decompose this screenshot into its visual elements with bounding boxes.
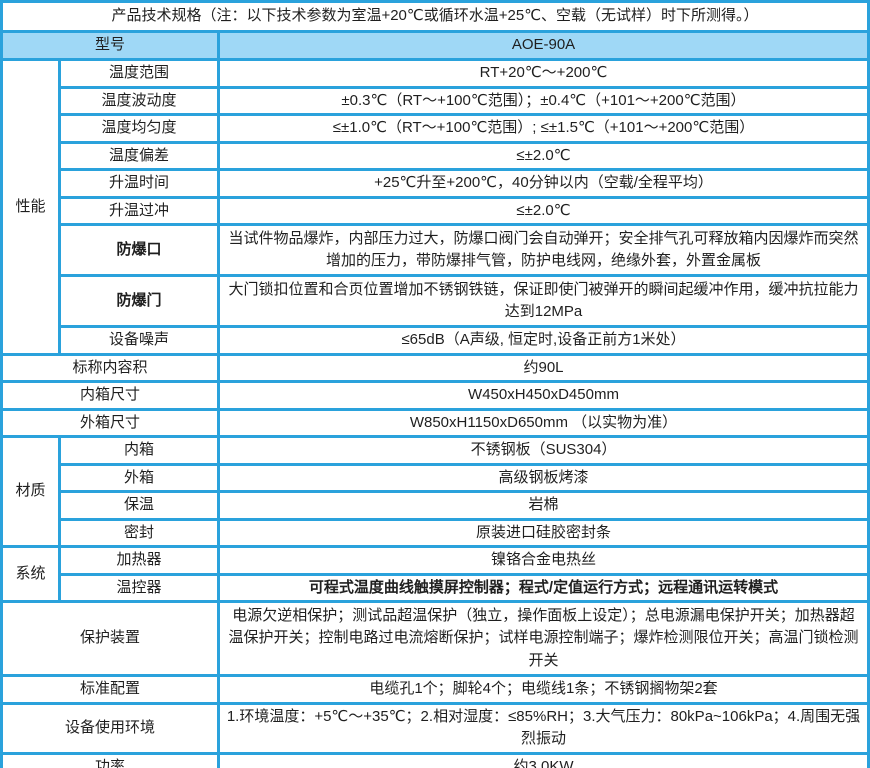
spec-label: 外箱尺寸 <box>3 410 217 435</box>
table-row: 系统 加热器 镍铬合金电热丝 <box>3 548 867 600</box>
spec-value: 1.环境温度：+5℃～+35℃；2.相对湿度：≤85%RH；3.大气压力：80k… <box>220 704 867 752</box>
model-value: AOE-90A <box>220 33 867 58</box>
spec-value: 镍铬合金电热丝 <box>220 548 867 573</box>
spec-value: W450xH450xD450mm <box>220 383 867 408</box>
table-row: 内箱尺寸 W450xH450xD450mm <box>3 383 867 408</box>
spec-label: 温度均匀度 <box>61 116 217 141</box>
spec-label: 升温时间 <box>61 171 217 196</box>
spec-label: 保温 <box>61 493 217 518</box>
spec-label: 标准配置 <box>3 677 217 702</box>
table-row: 温控器 可程式温度曲线触摸屏控制器；程式/定值运行方式；远程通讯运转模式 <box>3 575 867 600</box>
spec-label: 外箱 <box>61 465 217 490</box>
spec-table-body: 产品技术规格（注：以下技术参数为室温+20℃或循环水温+25℃、空载（无试样）时… <box>3 3 867 768</box>
category-system: 系统 <box>3 548 58 600</box>
table-row: 外箱 高级钢板烤漆 <box>3 465 867 490</box>
table-row: 保护装置 电源欠逆相保护；测试品超温保护（独立，操作面板上设定）；总电源漏电保护开… <box>3 603 867 674</box>
spec-label: 标称内容积 <box>3 355 217 380</box>
spec-label-explosion-vent: 防爆口 <box>61 226 217 274</box>
spec-label: 设备使用环境 <box>3 704 217 752</box>
table-row: 外箱尺寸 W850xH1150xD650mm （以实物为准） <box>3 410 867 435</box>
spec-value: 高级钢板烤漆 <box>220 465 867 490</box>
spec-value: 不锈钢板（SUS304） <box>220 438 867 463</box>
table-row: 升温过冲 ≤±2.0℃ <box>3 198 867 223</box>
category-material: 材质 <box>3 438 58 545</box>
spec-label: 温度偏差 <box>61 143 217 168</box>
table-row: 温度偏差 ≤±2.0℃ <box>3 143 867 168</box>
spec-value: ≤65dB（A声级, 恒定时,设备正前方1米处） <box>220 328 867 353</box>
spec-value: 电缆孔1个；脚轮4个；电缆线1条；不锈钢搁物架2套 <box>220 677 867 702</box>
spec-label: 加热器 <box>61 548 217 573</box>
model-label: 型号 <box>3 33 217 58</box>
table-row: 标准配置 电缆孔1个；脚轮4个；电缆线1条；不锈钢搁物架2套 <box>3 677 867 702</box>
spec-label: 温度范围 <box>61 61 217 86</box>
spec-label: 温度波动度 <box>61 88 217 113</box>
table-row: 温度波动度 ±0.3℃（RT～+100℃范围）；±0.4℃（+101～+200℃范… <box>3 88 867 113</box>
spec-value: 当试件物品爆炸，内部压力过大，防爆口阀门会自动弹开；安全排气孔可释放箱内因爆炸而… <box>220 226 867 274</box>
table-row: 设备噪声 ≤65dB（A声级, 恒定时,设备正前方1米处） <box>3 328 867 353</box>
spec-label: 密封 <box>61 520 217 545</box>
table-row: 升温时间 +25℃升至+200℃，40分钟以内（空载/全程平均） <box>3 171 867 196</box>
table-row: 产品技术规格（注：以下技术参数为室温+20℃或循环水温+25℃、空载（无试样）时… <box>3 3 867 30</box>
spec-value: W850xH1150xD650mm （以实物为准） <box>220 410 867 435</box>
spec-value: +25℃升至+200℃，40分钟以内（空载/全程平均） <box>220 171 867 196</box>
spec-label: 功率 <box>3 754 217 768</box>
spec-value: ±0.3℃（RT～+100℃范围）；±0.4℃（+101～+200℃范围） <box>220 88 867 113</box>
table-row: 性能 温度范围 RT+20℃～+200℃ <box>3 61 867 353</box>
spec-value: 约3.0KW <box>220 754 867 768</box>
table-row: 防爆口 当试件物品爆炸，内部压力过大，防爆口阀门会自动弹开；安全排气孔可释放箱内因… <box>3 226 867 274</box>
spec-value-controller: 可程式温度曲线触摸屏控制器；程式/定值运行方式；远程通讯运转模式 <box>220 575 867 600</box>
table-title: 产品技术规格（注：以下技术参数为室温+20℃或循环水温+25℃、空载（无试样）时… <box>3 3 867 30</box>
category-performance: 性能 <box>3 61 58 353</box>
table-row: 防爆门 大门锁扣位置和合页位置增加不锈钢铁链，保证即使门被弹开的瞬间起缓冲作用，缓… <box>3 277 867 325</box>
spec-value: ≤±2.0℃ <box>220 198 867 223</box>
spec-value: 大门锁扣位置和合页位置增加不锈钢铁链，保证即使门被弹开的瞬间起缓冲作用，缓冲抗拉… <box>220 277 867 325</box>
spec-label-explosion-door: 防爆门 <box>61 277 217 325</box>
spec-value: ≤±2.0℃ <box>220 143 867 168</box>
spec-label: 内箱尺寸 <box>3 383 217 408</box>
spec-value: 岩棉 <box>220 493 867 518</box>
spec-value: RT+20℃～+200℃ <box>220 61 867 86</box>
spec-value: 原装进口硅胶密封条 <box>220 520 867 545</box>
table-row: 材质 内箱 不锈钢板（SUS304） <box>3 438 867 545</box>
spec-label: 温控器 <box>61 575 217 600</box>
spec-label: 保护装置 <box>3 603 217 674</box>
table-row: 功率 约3.0KW <box>3 754 867 768</box>
spec-value: 电源欠逆相保护；测试品超温保护（独立，操作面板上设定）；总电源漏电保护开关；加热… <box>220 603 867 674</box>
table-row: 设备使用环境 1.环境温度：+5℃～+35℃；2.相对湿度：≤85%RH；3.大气… <box>3 704 867 752</box>
table-row: 密封 原装进口硅胶密封条 <box>3 520 867 545</box>
spec-label: 设备噪声 <box>61 328 217 353</box>
table-row: 温度均匀度 ≤±1.0℃（RT～+100℃范围）; ≤±1.5℃（+101～+20… <box>3 116 867 141</box>
spec-value: ≤±1.0℃（RT～+100℃范围）; ≤±1.5℃（+101～+200℃范围） <box>220 116 867 141</box>
spec-value: 约90L <box>220 355 867 380</box>
table-row: 保温 岩棉 <box>3 493 867 518</box>
table-row: 标称内容积 约90L <box>3 355 867 380</box>
spec-label: 内箱 <box>61 438 217 463</box>
table-row: 型号 AOE-90A <box>3 33 867 58</box>
spec-label: 升温过冲 <box>61 198 217 223</box>
